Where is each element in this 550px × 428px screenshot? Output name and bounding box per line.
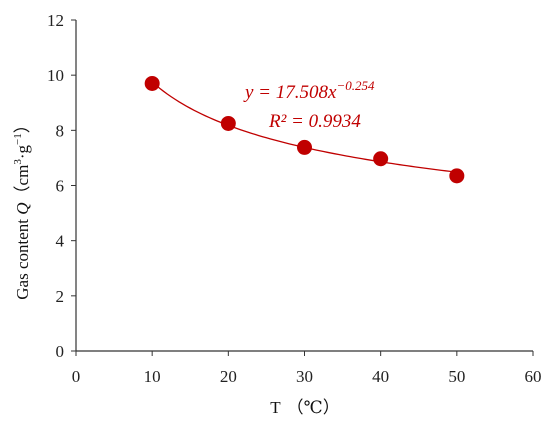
- y-axis-title-main: Gas content: [13, 215, 32, 300]
- fit-equation-exponent: −0.254: [336, 78, 375, 93]
- y-axis-title-unit-open: （cm: [13, 165, 32, 203]
- y-tick-label: 2: [56, 287, 65, 306]
- data-points: [144, 75, 465, 184]
- y-tick-label: 8: [56, 121, 65, 140]
- y-axis-title-unit-close: ）: [13, 116, 32, 133]
- y-axis-title-symbol: Q: [13, 202, 32, 214]
- y-axis-title-unit-mid: ·g: [13, 145, 32, 160]
- x-tick-label: 50: [448, 367, 465, 386]
- fit-equation: y = 17.508x−0.254: [243, 78, 375, 103]
- x-axis-title: T （℃）: [270, 398, 339, 417]
- y-tick-label: 6: [56, 177, 65, 196]
- y-tick-label: 10: [47, 66, 64, 85]
- data-point: [373, 151, 389, 167]
- x-tick-label: 30: [296, 367, 313, 386]
- x-axis-title-unit: （℃）: [287, 398, 340, 417]
- y-axis-title-unit-exp1: 3: [12, 159, 24, 165]
- data-point: [449, 168, 465, 184]
- y-tick-label: 12: [47, 11, 64, 30]
- x-tick-label: 60: [525, 367, 542, 386]
- data-point: [144, 75, 160, 91]
- x-tick-label: 0: [72, 367, 81, 386]
- y-tick-label: 0: [56, 342, 65, 361]
- y-tick-label: 4: [56, 232, 65, 251]
- fit-equation-base: y = 17.508x: [243, 82, 337, 103]
- axes: [75, 20, 533, 352]
- x-tick-label: 40: [372, 367, 389, 386]
- y-axis-title: Gas content Q（cm3·g−1）: [12, 116, 32, 299]
- ticks: 0 10 20 30 40 50 60 0 2 4 6 8 10 12: [47, 11, 542, 386]
- fit-r-squared: R² = 0.9934: [268, 111, 361, 132]
- y-axis-title-unit-exp2: −1: [12, 133, 24, 145]
- x-tick-label: 10: [144, 367, 161, 386]
- data-point: [220, 115, 236, 131]
- data-point: [297, 139, 312, 155]
- x-axis-title-main: T: [270, 398, 281, 417]
- x-tick-label: 20: [220, 367, 237, 386]
